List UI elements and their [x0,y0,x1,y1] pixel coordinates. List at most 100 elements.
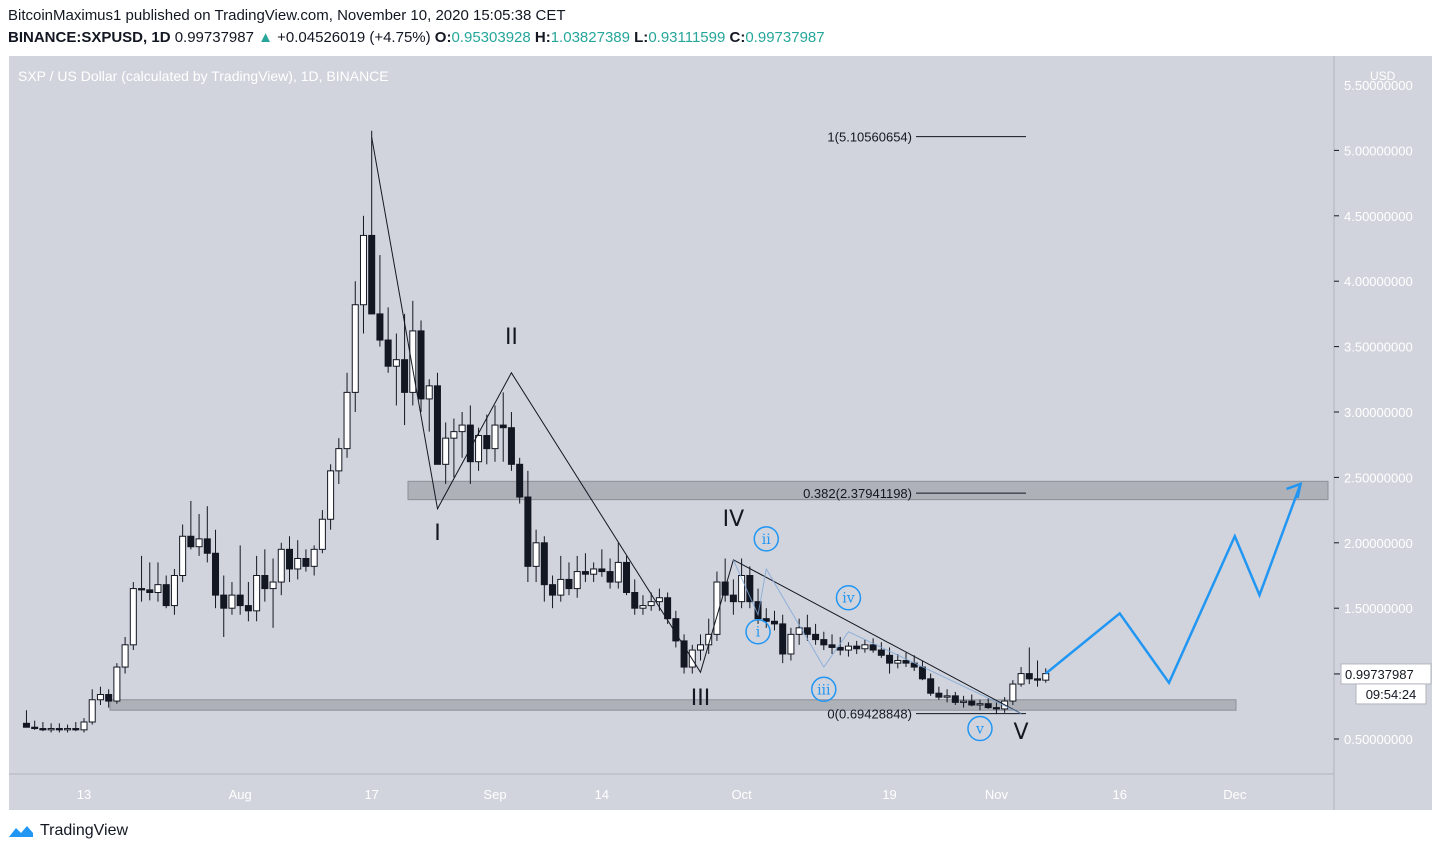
x-tick-label: 19 [882,787,896,802]
candle [992,707,1000,710]
candle [318,518,326,550]
candle [836,646,844,651]
candle [812,633,820,641]
sub-wave-label: ii [762,532,771,548]
footer[interactable]: TradingView [8,822,128,840]
candle [466,424,474,463]
candle [623,561,631,594]
candle [162,584,170,607]
candle [458,424,466,433]
plot-area[interactable] [9,56,1334,774]
projection-path [1044,483,1302,686]
candle [697,644,704,651]
candle [384,339,392,367]
candle [631,592,639,609]
countdown-label: 09:54:24 [1366,687,1417,702]
candle [228,594,236,609]
candle [121,644,129,668]
candle [869,644,877,651]
price-change: +0.04526019 (+4.75%) [277,29,431,46]
candle [88,699,96,723]
candle [540,542,548,586]
close-value: 0.99737987 [745,29,825,46]
y-tick-label: 2.00000000 [1344,536,1413,551]
x-tick-label: Nov [985,787,1009,802]
candle [581,571,589,575]
candle [664,597,672,620]
candle [861,644,869,650]
candle [146,589,154,594]
candle [507,427,515,465]
candle [598,568,606,573]
candle [392,359,400,367]
candle [770,620,778,625]
wave-label: I [434,521,441,546]
candle [886,654,894,664]
candle [960,700,968,703]
candle [524,496,532,567]
x-tick-label: 14 [595,787,609,802]
candle [918,666,926,680]
candle [138,588,146,591]
y-tick-label: 3.00000000 [1344,405,1413,420]
open-value: 0.95303928 [451,29,531,46]
candle [39,728,47,731]
sub-wave-line [732,559,1022,715]
wave-label: IV [723,507,745,532]
fib-level-label: 1(5.10560654) [827,130,912,145]
candle [984,703,992,709]
candle [483,435,491,450]
support-zone [109,699,1237,711]
candle [442,437,450,465]
candle [1042,673,1050,681]
candle [203,538,211,554]
candle [220,594,228,609]
time-axis[interactable] [9,774,1334,810]
candle [450,431,458,439]
low-value: 0.93111599 [648,29,726,46]
candle [639,605,647,609]
candle [762,618,770,622]
candle [64,728,72,731]
candle [1025,673,1033,680]
candle [409,330,417,393]
candle [302,557,310,567]
candle [976,703,984,706]
candle [532,542,540,567]
candle [154,584,162,594]
candle [606,571,614,583]
candle [96,694,104,701]
sub-wave-circle [967,715,993,742]
candle [55,728,63,731]
candle [195,538,203,548]
candle [376,313,384,341]
wave-label: V [1014,720,1029,745]
footer-brand: TradingView [40,822,129,839]
candle [269,581,277,590]
candle [738,575,746,603]
candle [294,557,302,570]
candle [113,666,121,702]
x-tick-label: 13 [77,787,91,802]
candle [170,575,178,607]
candle [335,448,343,472]
candle [672,618,680,642]
candle [105,694,113,702]
y-tick-label: 5.00000000 [1344,143,1413,158]
y-tick-label: 4.50000000 [1344,209,1413,224]
candle [491,424,499,450]
candle [746,575,754,603]
last-price: 0.99737987 [174,29,254,46]
sub-wave-label: iii [817,682,831,698]
candle [31,726,39,730]
sub-wave-circle [835,584,862,611]
candle [425,385,433,400]
candle [475,435,483,463]
candle [187,535,195,548]
x-tick-label: Dec [1223,787,1247,802]
publish-info: BitcoinMaximus1 published on TradingView… [8,7,566,24]
candle [286,548,293,570]
candle [820,639,828,646]
x-tick-label: Sep [483,787,506,802]
